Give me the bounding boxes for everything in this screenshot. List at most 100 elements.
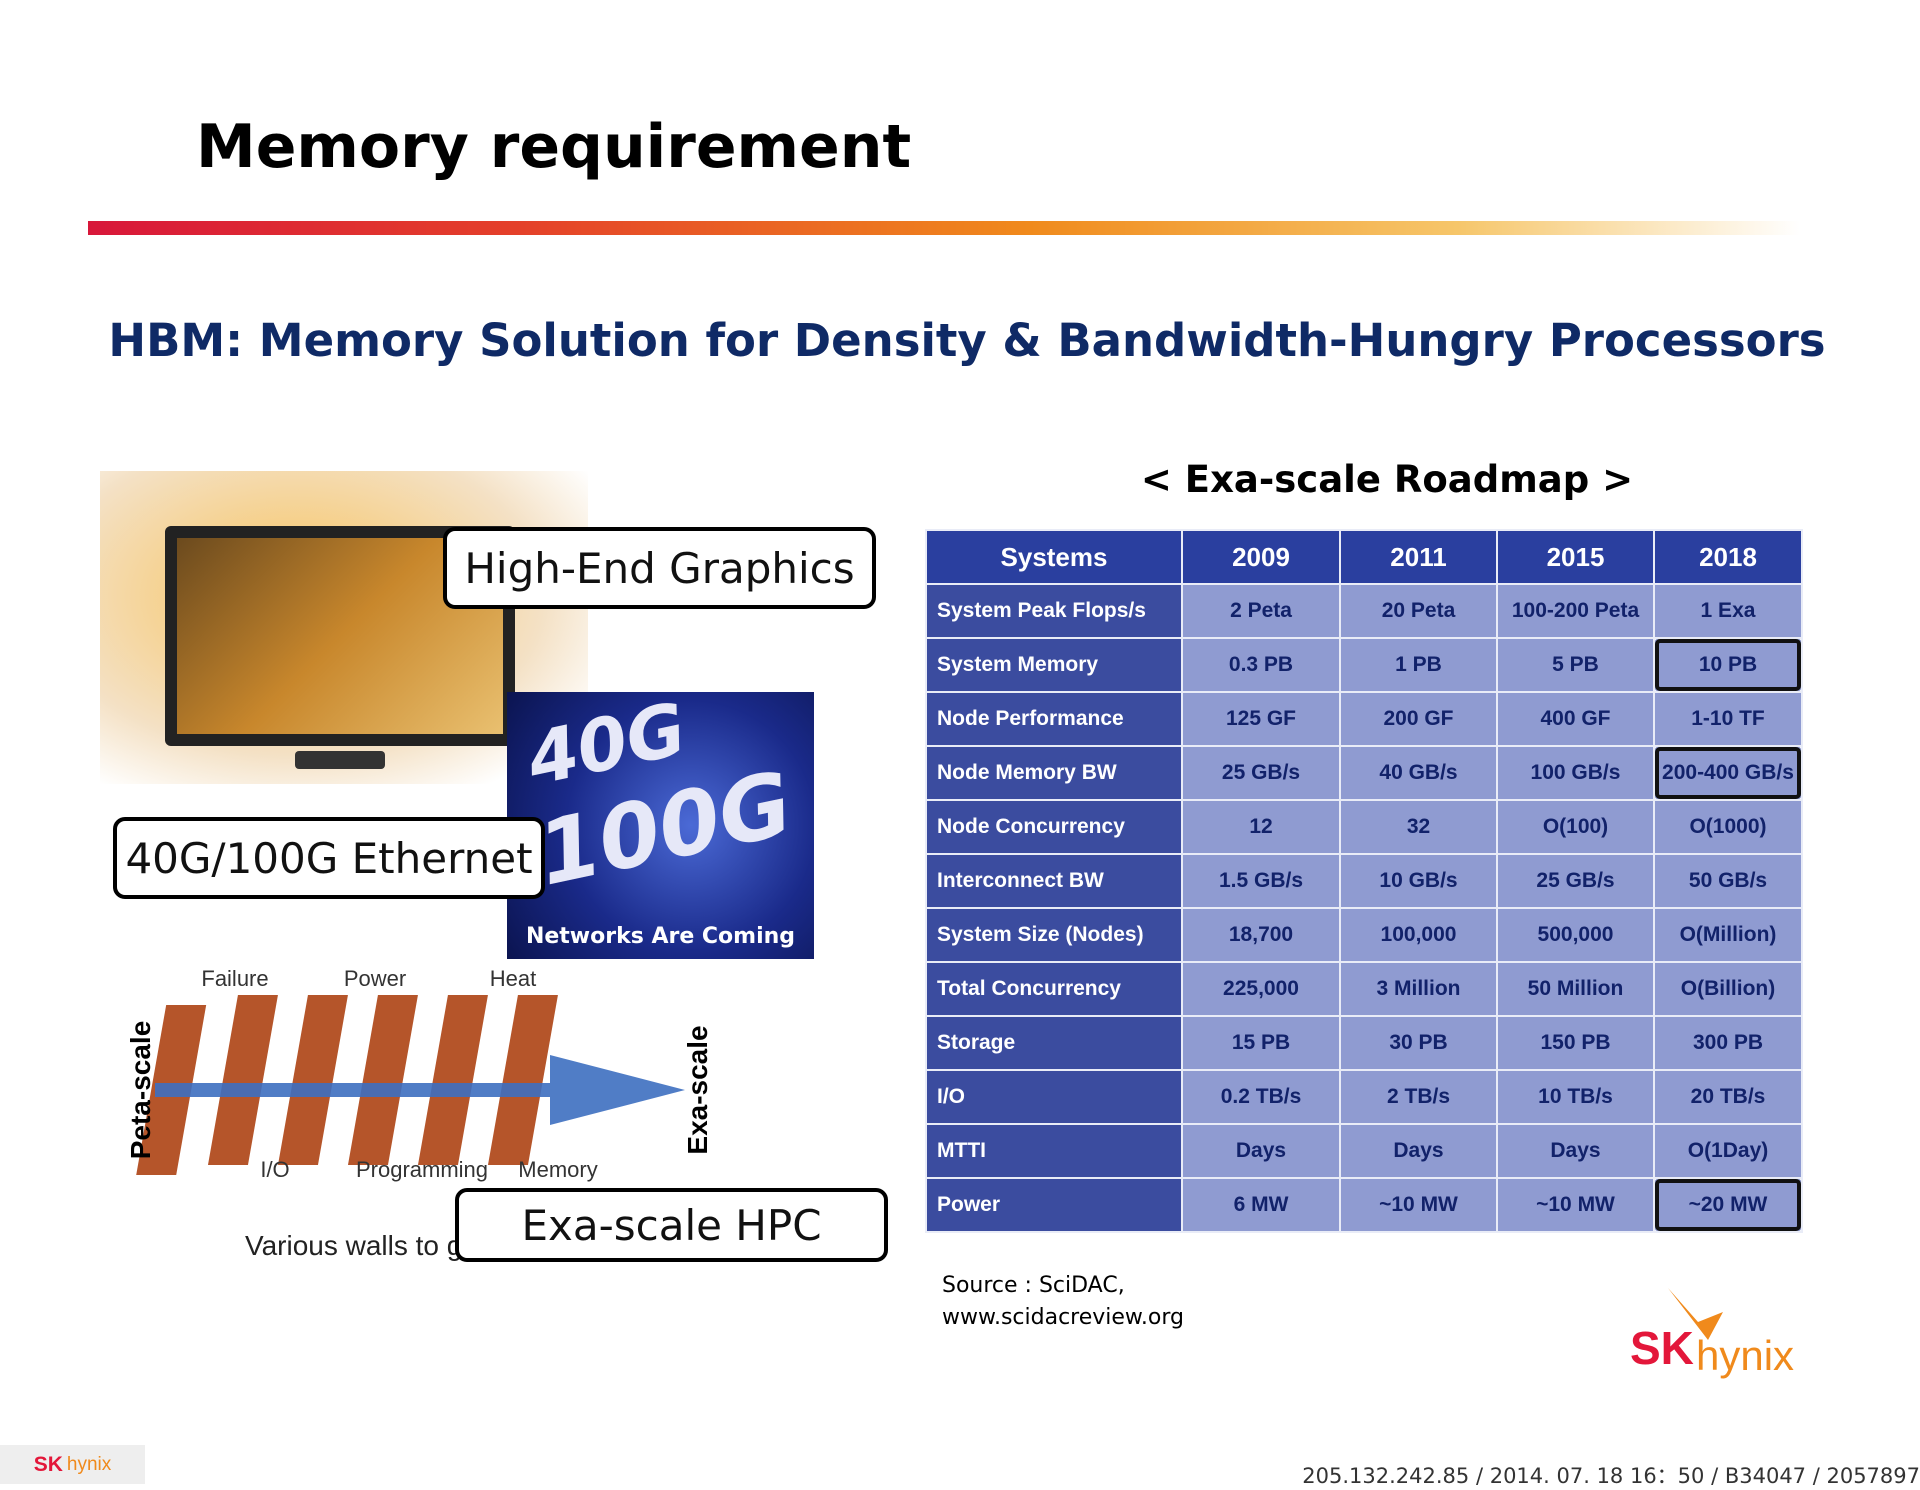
cell: ~10 MW	[1339, 1177, 1498, 1233]
cell: O(Billion)	[1653, 961, 1803, 1017]
source: Source : SciDAC, www.scidacreview.org	[942, 1270, 1184, 1334]
cell: 500,000	[1496, 907, 1655, 963]
cell: 0.3 PB	[1181, 637, 1341, 693]
axis-label: Exa-scale	[682, 1025, 713, 1154]
cell: 32	[1339, 799, 1498, 855]
logo: SK hynix	[1630, 1288, 1794, 1379]
cell: 50 Million	[1496, 961, 1655, 1017]
wall-label: Programming	[356, 1157, 488, 1182]
cell: 20 Peta	[1339, 583, 1498, 639]
row-header: MTTI	[925, 1123, 1183, 1179]
cell: 3 Million	[1339, 961, 1498, 1017]
cell: O(1Day)	[1653, 1123, 1803, 1179]
table-row: Storage 15 PB 30 PB 150 PB 300 PB	[925, 1015, 1803, 1071]
cell: 1-10 TF	[1653, 691, 1803, 747]
logo-sk: SK	[33, 1452, 63, 1476]
row-header: Node Concurrency	[925, 799, 1183, 855]
header-cell: Systems	[925, 529, 1183, 585]
header-cell: 2015	[1496, 529, 1655, 585]
row-header: Interconnect BW	[925, 853, 1183, 909]
header-cell: 2011	[1339, 529, 1498, 585]
image-caption: Networks Are Coming	[525, 924, 796, 949]
callout: 40G/100G Ethernet	[113, 817, 545, 899]
header-cell: 2018	[1653, 529, 1803, 585]
callout: Exa-scale HPC	[455, 1188, 888, 1262]
logo-hynix: hynix	[1696, 1332, 1794, 1379]
wall-label: Heat	[490, 966, 536, 991]
table-row: Total Concurrency 225,000 3 Million 50 Mill…	[925, 961, 1803, 1017]
cell: 400 GF	[1496, 691, 1655, 747]
cell: 200-400 GB/s	[1653, 745, 1803, 801]
wall-label: Memory	[518, 1157, 597, 1182]
row-header: Node Performance	[925, 691, 1183, 747]
cell: 125 GF	[1181, 691, 1341, 747]
arrow	[155, 1055, 685, 1125]
row-header: Total Concurrency	[925, 961, 1183, 1017]
cell: 0.2 TB/s	[1181, 1069, 1341, 1125]
wall-label: Failure	[201, 966, 268, 991]
table-title: < Exa-scale Roadmap >	[1140, 458, 1634, 501]
cell: 100,000	[1339, 907, 1498, 963]
cell: 200 GF	[1339, 691, 1498, 747]
title: Memory requirement	[196, 112, 912, 182]
cell: O(1000)	[1653, 799, 1803, 855]
table-row: System Memory 0.3 PB 1 PB 5 PB 10 PB	[925, 637, 1803, 693]
cell: 6 MW	[1181, 1177, 1341, 1233]
logo-hynix: hynix	[66, 1453, 112, 1475]
table-row: Node Concurrency 12 32 O(100) O(1000)	[925, 799, 1803, 855]
wall	[277, 995, 348, 1165]
cell: 15 PB	[1181, 1015, 1341, 1071]
cell: 5 PB	[1496, 637, 1655, 693]
footer: 205.132.242.85 / 2014. 07. 18 16：50 / B3…	[1302, 1464, 1920, 1488]
axis-label: Peta-scale	[125, 1021, 156, 1160]
cell: ~10 MW	[1496, 1177, 1655, 1233]
cell: 18,700	[1181, 907, 1341, 963]
wall-label: I/O	[260, 1157, 289, 1182]
row-header: System Peak Flops/s	[925, 583, 1183, 639]
title-bar	[88, 221, 1800, 235]
cell: 50 GB/s	[1653, 853, 1803, 909]
cell: 2 Peta	[1181, 583, 1341, 639]
callout: High-End Graphics	[443, 527, 876, 609]
wall	[207, 995, 278, 1165]
row-header: I/O	[925, 1069, 1183, 1125]
row-header: Power	[925, 1177, 1183, 1233]
table-row: Power 6 MW ~10 MW ~10 MW ~20 MW	[925, 1177, 1803, 1233]
cell: 2 TB/s	[1339, 1069, 1498, 1125]
table-row: Interconnect BW 1.5 GB/s 10 GB/s 25 GB/s 50 …	[925, 853, 1803, 909]
cell: 300 PB	[1653, 1015, 1803, 1071]
cell: Days	[1339, 1123, 1498, 1179]
row-header: System Size (Nodes)	[925, 907, 1183, 963]
wall	[487, 995, 558, 1165]
cell: 10 PB	[1653, 637, 1803, 693]
wall	[417, 995, 488, 1165]
cell: 150 PB	[1496, 1015, 1655, 1071]
table-row: System Size (Nodes) 18,700 100,000 500,000 O…	[925, 907, 1803, 963]
source-line: www.scidacreview.org	[942, 1305, 1184, 1330]
cell: 30 PB	[1339, 1015, 1498, 1071]
cell: 10 TB/s	[1496, 1069, 1655, 1125]
roadmap-table: Systems 2009 2011 2015 2018 System Peak Flops…	[925, 529, 1803, 1233]
source-line: Source : SciDAC,	[942, 1273, 1125, 1298]
ethernet-image: 40G 100G Networks Are Coming	[507, 686, 814, 959]
row-header: Storage	[925, 1015, 1183, 1071]
cell: ~20 MW	[1653, 1177, 1803, 1233]
cell: 25 GB/s	[1181, 745, 1341, 801]
cell: Days	[1181, 1123, 1341, 1179]
row-header: System Memory	[925, 637, 1183, 693]
header-row: Systems 2009 2011 2015 2018	[925, 529, 1803, 585]
wall-label: Power	[344, 966, 406, 991]
cell: 12	[1181, 799, 1341, 855]
row-header: Node Memory BW	[925, 745, 1183, 801]
table-row: System Peak Flops/s 2 Peta 20 Peta 100-200 …	[925, 583, 1803, 639]
cell: 20 TB/s	[1653, 1069, 1803, 1125]
walls	[136, 995, 558, 1175]
tv-stand	[295, 751, 385, 769]
header-cell: 2009	[1181, 529, 1341, 585]
cell: 25 GB/s	[1496, 853, 1655, 909]
cell: 40 GB/s	[1339, 745, 1498, 801]
table-row: I/O 0.2 TB/s 2 TB/s 10 TB/s 20 TB/s	[925, 1069, 1803, 1125]
wall	[347, 995, 418, 1165]
cell: O(100)	[1496, 799, 1655, 855]
